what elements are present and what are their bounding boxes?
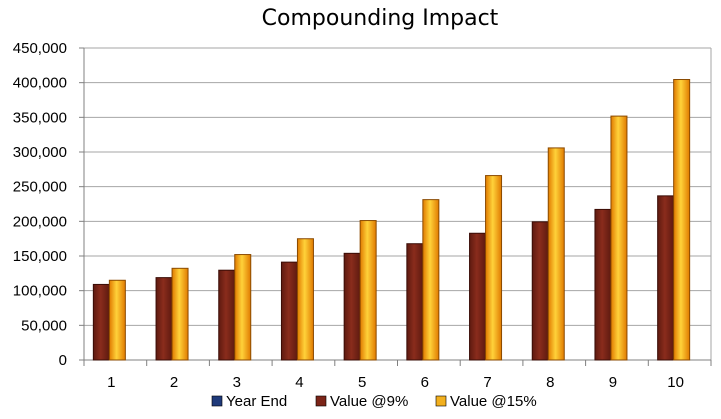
legend-swatch-value-15pct: [435, 395, 447, 407]
bar-value-9pct: [280, 261, 298, 361]
bar-value-15pct: [234, 254, 252, 361]
y-tick-label: 0: [59, 352, 67, 369]
x-tick-label: 7: [483, 374, 491, 391]
bar-value-15pct: [359, 220, 377, 361]
bar-value-15pct: [547, 147, 565, 361]
bar-value-9pct: [406, 243, 424, 361]
x-tick-label: 10: [667, 374, 684, 391]
y-tick-label: 250,000: [13, 179, 67, 196]
bar-value-15pct: [610, 115, 628, 361]
y-tick-label: 200,000: [13, 213, 67, 230]
y-tick-label: 150,000: [13, 248, 67, 265]
bar-value-15pct: [171, 267, 189, 361]
x-tick-label: 9: [609, 374, 617, 391]
legend-swatch-value-9pct: [315, 395, 327, 407]
y-tick-label: 450,000: [13, 40, 67, 57]
bar-value-15pct: [485, 175, 503, 361]
bar-value-15pct: [108, 279, 126, 361]
chart-title: Compounding Impact: [262, 6, 499, 31]
x-tick-label: 5: [358, 374, 366, 391]
x-tick-label: 6: [421, 374, 429, 391]
legend-swatch-year-end: [211, 395, 223, 407]
y-tick-label: 350,000: [13, 109, 67, 126]
bar-value-9pct: [92, 283, 110, 361]
y-tick-label: 300,000: [13, 144, 67, 161]
bar-value-9pct: [531, 221, 549, 361]
x-tick-label: 3: [233, 374, 241, 391]
y-tick-label: 400,000: [13, 75, 67, 92]
x-tick-label: 4: [295, 374, 303, 391]
bar-value-9pct: [594, 208, 612, 361]
x-tick-label: 1: [107, 374, 115, 391]
bar-value-9pct: [469, 232, 487, 361]
y-tick-label: 50,000: [21, 317, 67, 334]
bar-value-15pct: [296, 238, 314, 361]
bar-value-15pct: [422, 199, 440, 361]
bar-value-9pct: [343, 252, 361, 361]
legend-label-year-end: Year End: [226, 393, 287, 410]
bar-value-15pct: [673, 79, 691, 361]
y-tick-label: 100,000: [13, 283, 67, 300]
bars: [92, 79, 691, 361]
x-axis-ticks: 1 2 3 4 5 6 7 8 9 10: [83, 360, 712, 391]
bar-value-9pct: [218, 269, 236, 361]
bar-value-9pct: [657, 195, 675, 361]
x-tick-label: 8: [546, 374, 554, 391]
y-axis-ticks: 0 50,000 100,000 150,000 200,000 250,000 300,0…: [13, 40, 84, 369]
legend: Year End Value @9% Value @15%: [211, 393, 537, 410]
x-tick-label: 2: [170, 374, 178, 391]
legend-label-value-9pct: Value @9%: [330, 393, 408, 410]
bar-value-9pct: [155, 277, 173, 361]
legend-label-value-15pct: Value @15%: [450, 393, 537, 410]
